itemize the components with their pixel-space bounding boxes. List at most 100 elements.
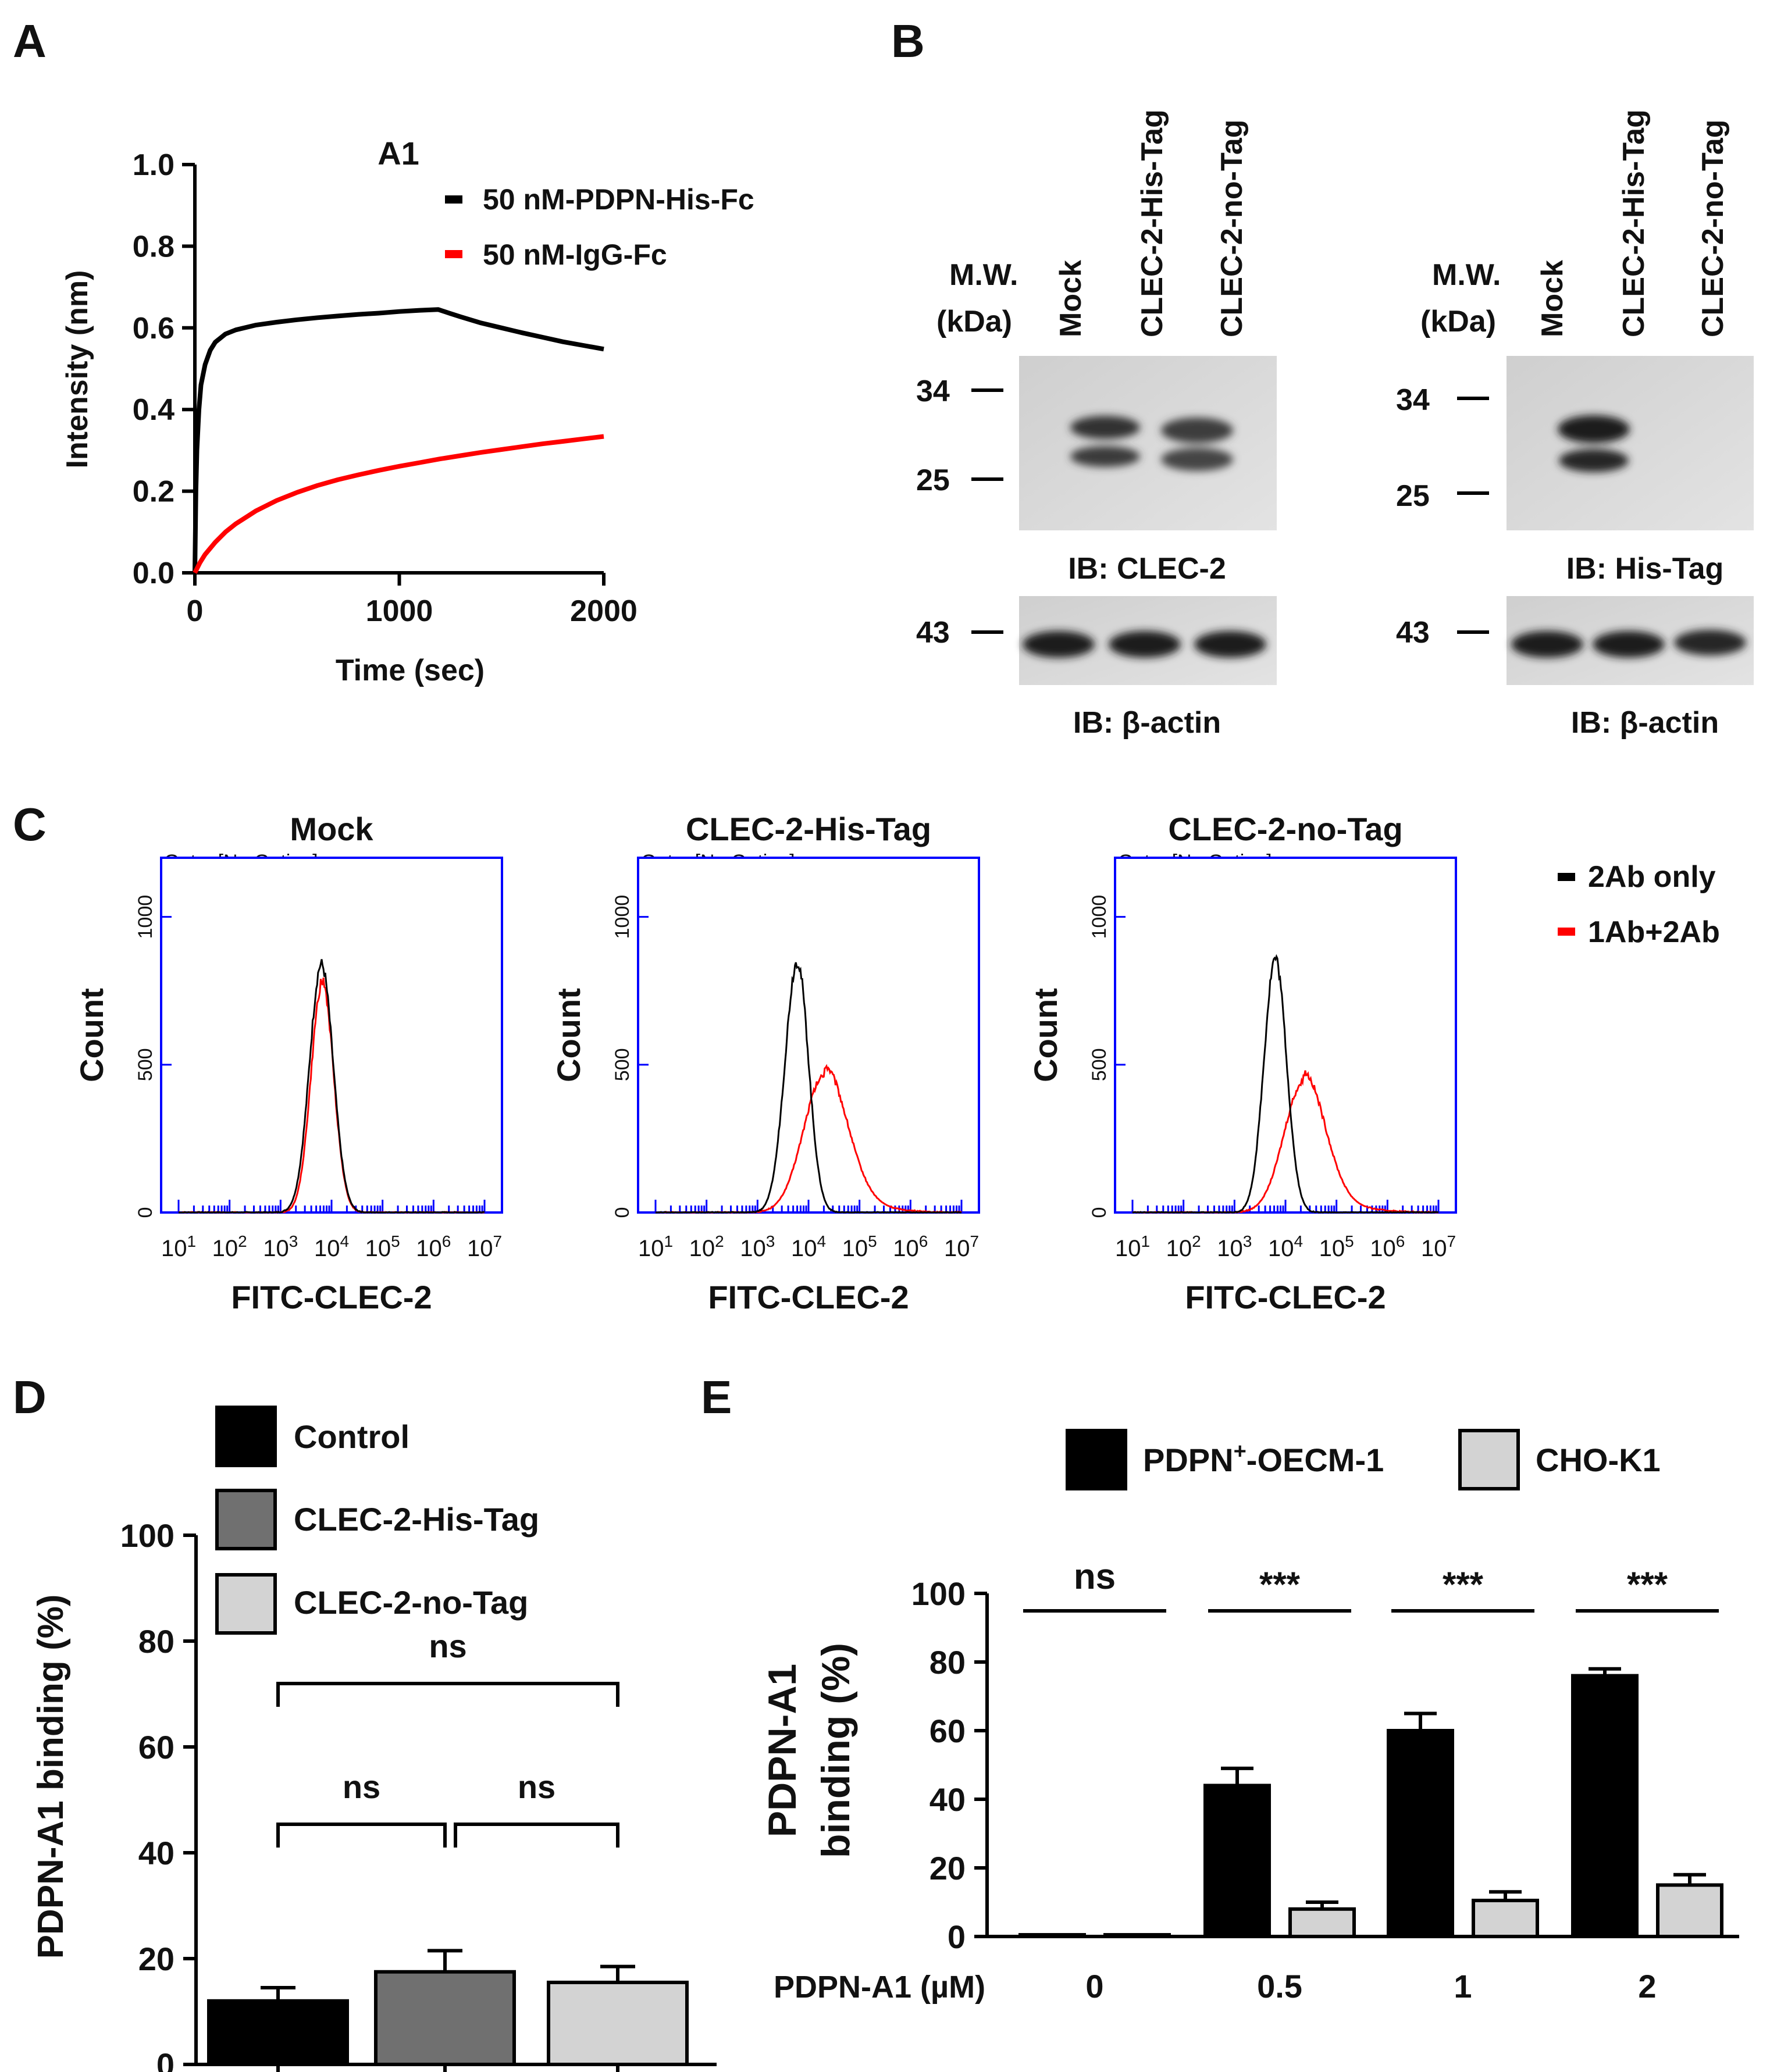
panel-d-y-tick-label: 60 [138,1729,174,1766]
panel-c-x-tick-label: 101 [1115,1232,1150,1261]
panel-a-legend-label-2: 50 nM-IgG-Fc [483,238,667,271]
panel-c-x-tick-label: 106 [416,1232,451,1261]
panel-d-legend-label-notag: CLEC-2-no-Tag [294,1584,528,1621]
panel-c-x-tick-label: 104 [314,1232,349,1261]
panel-c-x-tick-base: 10 [314,1236,340,1261]
panel-c-x-tick-exp: 5 [868,1232,877,1250]
panel-c-x-tick-label: 106 [1370,1232,1405,1261]
panel-c-y-tick-label: 0 [1088,1207,1110,1218]
panel-c-x-tick-base: 10 [1217,1236,1243,1261]
panel-c-x-tick-exp: 1 [664,1232,673,1250]
panel-c-x-tick-label: 101 [638,1232,673,1261]
panel-c-y-tick-label: 500 [134,1048,156,1081]
panel-c-x-tick-base: 10 [944,1236,970,1261]
panel-c-x-tick-base: 10 [1115,1236,1141,1261]
panel-e-bar-oecm [1203,1784,1271,1938]
panel-c-x-tick-exp: 7 [970,1232,979,1250]
blot2-kda-header: (kDa) [1420,305,1496,338]
panel-c-x-tick-label: 103 [263,1232,298,1261]
panel-d-y-tick-label: 20 [138,1941,174,1977]
panel-c-x-tick-base: 10 [1319,1236,1345,1261]
blot1-lane-his: CLEC-2-His-Tag [1135,109,1169,337]
panel-e-y-tick-label: 0 [948,1918,966,1955]
panel-c-x-label: FITC-CLEC-2 [231,1279,432,1315]
blot1-label: IB: CLEC-2 [1068,552,1226,586]
blot2-histag-membrane [1507,356,1754,530]
panel-d-legend-swatch-his [215,1489,277,1550]
panel-e-x-label: PDPN-A1 (µM) [774,1970,985,2005]
panel-c-x-tick-label: 103 [740,1232,775,1261]
panel-c-x-tick-exp: 1 [1141,1232,1150,1250]
panel-c-x-tick-exp: 3 [289,1232,298,1250]
panel-d-bar-3 [547,1980,689,2066]
panel-c-x-tick-label: 104 [791,1232,826,1261]
panel-c-x-tick-exp: 5 [391,1232,400,1250]
blot2-marker-43: 43 [1396,616,1430,650]
panel-c-y-label: Count [550,988,587,1082]
panel-a-x-label: Time (sec) [336,654,485,687]
blot2-lane-notag: CLEC-2-no-Tag [1696,119,1730,337]
panel-letter-a: A [13,15,47,67]
panel-d-y-tick-label: 40 [138,1835,174,1871]
panel-c-x-tick-exp: 6 [919,1232,928,1250]
panel-c-x-tick-label: 104 [1268,1232,1303,1261]
panel-d-legend-label-control: Control [294,1418,409,1455]
panel-c-x-tick-exp: 2 [238,1232,247,1250]
panel-e-bar-oecm [1571,1674,1639,1939]
panel-c-x-tick-label: 102 [1166,1232,1201,1261]
panel-c-x-tick-base: 10 [212,1236,238,1261]
blot1-marker-25: 25 [916,463,950,497]
panel-c-x-tick-base: 10 [1370,1236,1396,1261]
panel-c-x-tick-base: 10 [689,1236,715,1261]
blot2-marker-25: 25 [1396,479,1430,513]
panel-c-x-tick-base: 10 [467,1236,493,1261]
panel-d-significance-bracket [276,1682,619,1707]
panel-d-significance-bracket [276,1823,447,1848]
panel-c-x-tick-base: 10 [1166,1236,1192,1261]
panel-a-y-tick-label: 1.0 [133,148,174,182]
blot1-lane-notag: CLEC-2-no-Tag [1215,119,1249,337]
blot1-actin-bands [1023,631,1266,658]
panel-e-legend-label-cho: CHO-K1 [1536,1442,1661,1478]
panel-letter-c: C [13,798,47,850]
panel-c-x-tick-base: 10 [842,1236,868,1261]
panel-d-bar-2 [374,1970,516,2066]
panel-c-y-tick-label: 1000 [1088,895,1110,939]
blot2-lane-his: CLEC-2-His-Tag [1617,109,1651,337]
panel-c-x-tick-label: 103 [1217,1232,1252,1261]
panel-c-x-label: FITC-CLEC-2 [708,1279,909,1315]
blot2-control-label: IB: β-actin [1571,706,1719,740]
panel-c-subplot-3: CLEC-2-no-TagGate: [No Gating]0500100010… [1027,811,1457,1315]
panel-e-y-tick-label: 100 [911,1575,966,1612]
panel-e-legend-label-oecm: PDPN+-OECM-1 [1143,1439,1384,1478]
panel-c-histogram-2ab-only [178,959,485,1214]
panel-e-bar-oecm [1018,1933,1086,1939]
panel-e-legend-swatch-oecm [1066,1429,1127,1490]
panel-c-x-tick-exp: 3 [1243,1232,1252,1250]
panel-a-y-tick-label: 0.6 [133,312,174,345]
panel-e-significance-label: *** [1259,1565,1301,1604]
panel-c-y-label: Count [1027,988,1064,1082]
panel-a-y-label: Intensity (nm) [60,270,94,469]
panel-a-y-tick-label: 0.4 [133,393,174,427]
panel-a-x-tick-label: 0 [187,594,204,628]
panel-c-x-tick-label: 106 [893,1232,928,1261]
panel-e-legend-oecm-suffix: -OECM-1 [1247,1442,1384,1478]
panel-c-x-tick-base: 10 [1421,1236,1447,1261]
panel-c-x-tick-exp: 1 [187,1232,196,1250]
panel-c-legend-label-2: 1Ab+2Ab [1588,915,1720,949]
panel-c-x-tick-base: 10 [365,1236,391,1261]
panel-c-x-tick-exp: 2 [715,1232,724,1250]
blot2-actin-bands [1511,630,1746,658]
panel-c-x-tick-exp: 6 [442,1232,451,1250]
blot2-label: IB: His-Tag [1566,552,1724,586]
panel-c-subplot-1: MockGate: [No Gating]0500100010110210310… [73,811,503,1315]
panel-c-x-tick-base: 10 [638,1236,664,1261]
panel-c-x-tick-base: 10 [263,1236,289,1261]
panel-e-bar-oecm [1387,1729,1454,1938]
panel-e-significance-label: *** [1627,1565,1668,1604]
panel-c-x-tick-exp: 7 [1447,1232,1456,1250]
panel-e-y-tick-label: 40 [929,1781,966,1818]
panel-d-y-tick-label: 0 [156,2046,174,2072]
